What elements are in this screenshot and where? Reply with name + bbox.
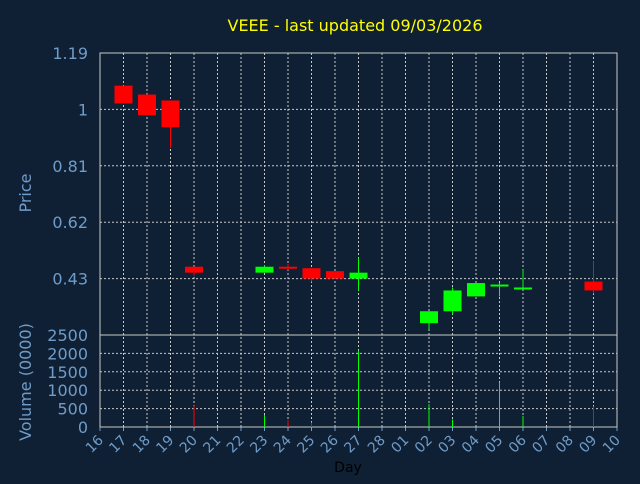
x-tick-label: 10	[600, 433, 624, 457]
candle-body	[467, 283, 485, 297]
volume-tick-label: 1000	[47, 381, 88, 400]
x-tick-label: 06	[506, 432, 530, 456]
candle-body	[279, 266, 297, 269]
volume-tick-label: 2000	[47, 344, 88, 363]
candle-body	[443, 290, 462, 312]
price-tick-label: 0.62	[52, 213, 88, 232]
x-tick-label: 19	[153, 433, 177, 457]
x-tick-label: 20	[177, 433, 201, 457]
price-tick-label: 0.43	[52, 270, 88, 289]
volume-tick-label: 2500	[47, 326, 88, 345]
price-axis-label: Price	[16, 173, 35, 212]
candle-body	[114, 85, 133, 104]
price-tick-label: 1	[78, 100, 88, 119]
volume-tick-label: 0	[78, 418, 88, 437]
candle-body	[138, 94, 156, 116]
volume-tick-label: 500	[57, 400, 88, 419]
x-tick-label: 05	[482, 433, 506, 457]
candle-body	[420, 311, 438, 324]
x-axis-label: Day	[334, 460, 362, 476]
price-tick-label: 0.81	[52, 157, 88, 176]
x-tick-label: 21	[200, 433, 224, 457]
candle-body	[255, 266, 274, 273]
chart-title: VEEE - last updated 09/03/2026	[228, 16, 483, 35]
x-tick-label: 04	[459, 432, 483, 456]
candle-body	[514, 287, 532, 290]
x-tick-label: 27	[341, 433, 365, 457]
x-tick-label: 01	[388, 433, 412, 457]
x-tick-label: 02	[412, 433, 436, 457]
x-tick-label: 08	[553, 433, 577, 457]
x-tick-label: 28	[365, 433, 389, 457]
x-tick-label: 24	[271, 432, 295, 456]
price-tick-label: 1.19	[52, 44, 88, 63]
x-tick-label: 26	[318, 432, 342, 456]
x-tick-label: 09	[576, 433, 600, 457]
candle-body	[326, 271, 344, 279]
candle-body	[185, 266, 203, 273]
volume-tick-label: 1500	[47, 363, 88, 382]
candle-body	[302, 268, 321, 279]
x-tick-label: 07	[529, 433, 553, 457]
candle-body	[161, 100, 180, 128]
x-tick-label: 03	[435, 433, 459, 457]
x-tick-label: 22	[224, 433, 248, 457]
x-tick-label: 18	[130, 433, 154, 457]
x-tick-label: 25	[294, 433, 318, 457]
candle-body	[584, 281, 603, 291]
volume-axis-label: Volume (0000)	[16, 323, 35, 441]
x-tick-label: 17	[106, 433, 130, 457]
candle-body	[490, 284, 509, 287]
candle-body	[349, 272, 368, 279]
x-tick-label: 23	[247, 433, 271, 457]
